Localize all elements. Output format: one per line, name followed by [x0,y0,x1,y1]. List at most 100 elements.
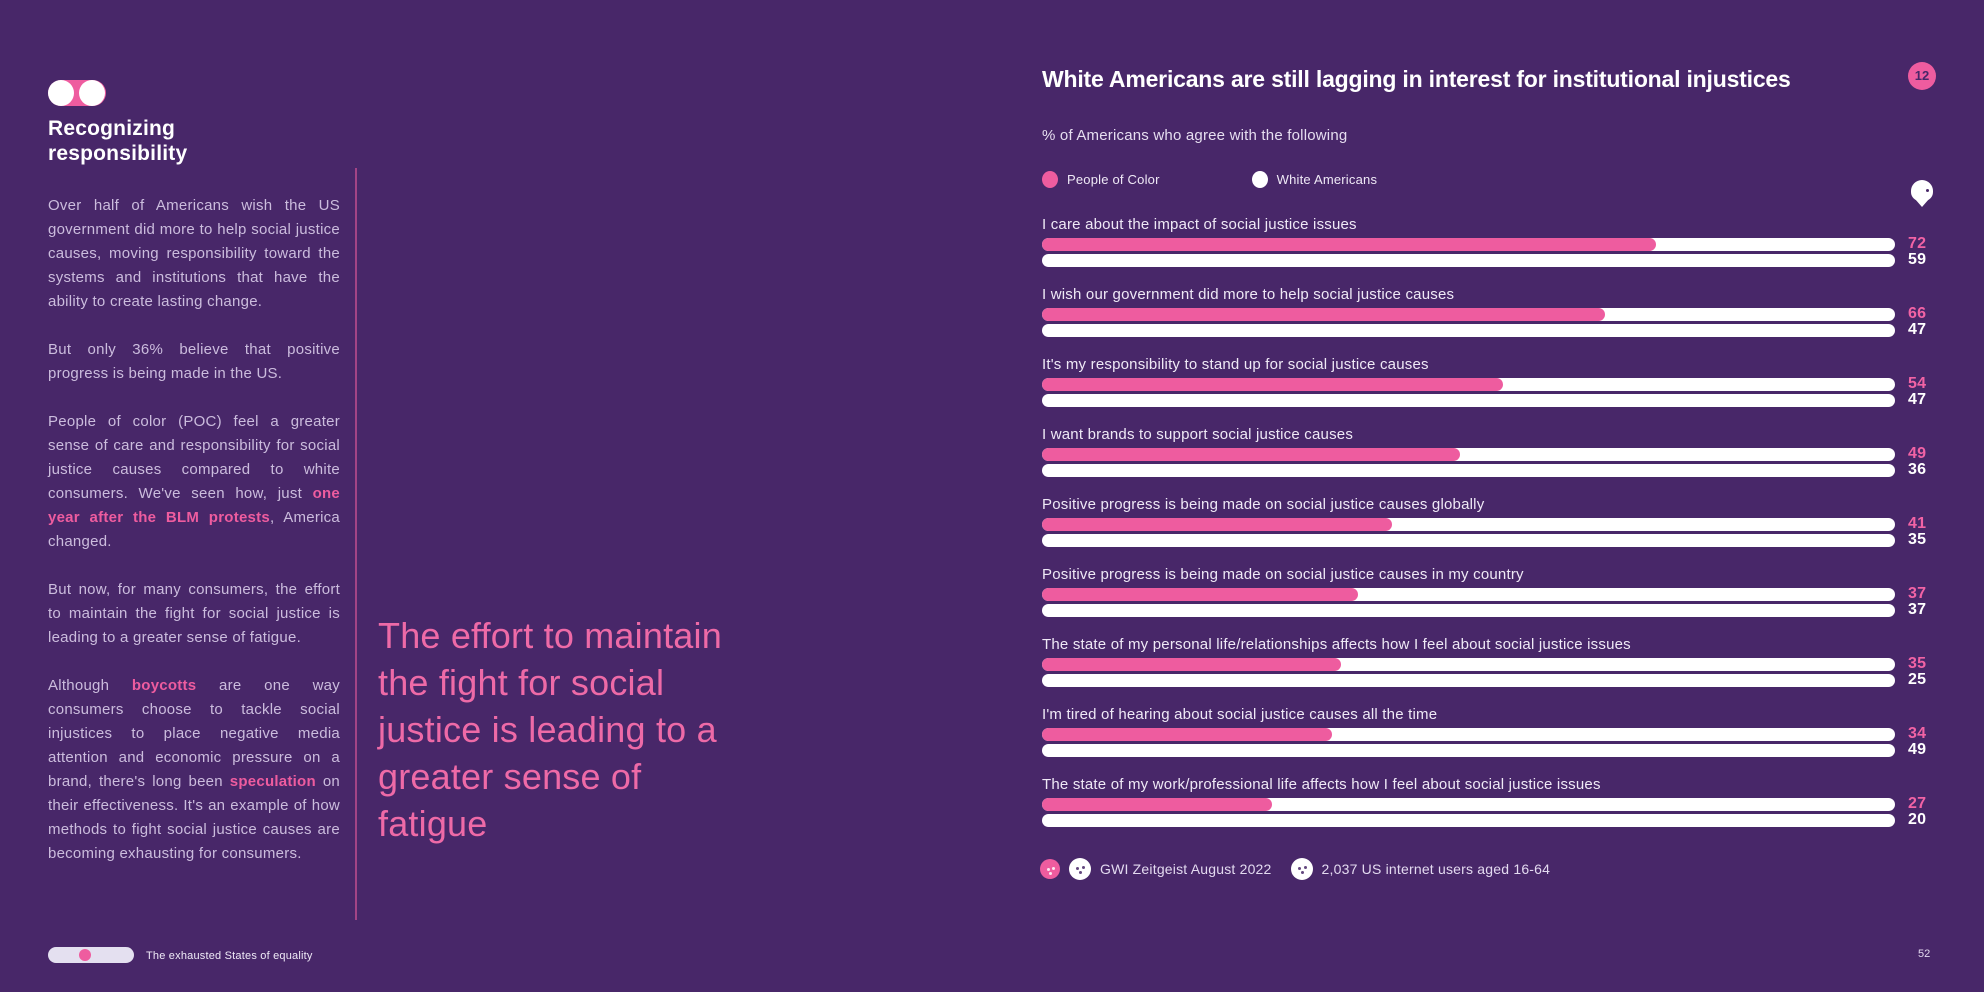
poc-value: 41 [1908,515,1927,532]
progress-pill [48,947,134,963]
white-bar [1042,254,1895,267]
legend-item: People of Color [1042,171,1160,188]
paragraph: But only 36% believe that positive progr… [48,338,340,386]
row-label: The state of my personal life/relationsh… [1042,636,1631,653]
column-divider [355,168,357,920]
report-title: The exhausted States of equality [146,950,313,962]
legend-dot-icon [1251,171,1268,188]
white-value: 49 [1908,741,1927,758]
row-label: I wish our government did more to help s… [1042,286,1455,303]
legend-item: White Americans [1251,171,1378,188]
paragraph: But now, for many consumers, the effort … [48,578,340,650]
poc-bar [1042,518,1392,531]
poc-value: 49 [1908,445,1927,462]
section-heading: Recognizing responsibility [48,117,188,165]
pencil-icon [1911,180,1933,207]
legend-dot-icon [1042,171,1058,188]
white-value: 20 [1908,811,1927,828]
highlight-link[interactable]: one year after the BLM protests [48,485,340,526]
white-bar [1042,814,1895,827]
poc-bar [1042,798,1273,811]
logo-dot-right [79,80,105,106]
chart-row: I care about the impact of social justic… [1042,216,1942,274]
poc-bar [1042,238,1657,251]
chapter-badge: 12 [1908,62,1936,90]
source-study: GWI Zeitgeist August 2022 [1100,861,1272,877]
gwi-mark-icon [1040,859,1060,879]
white-value: 59 [1908,251,1927,268]
chart-row: I want brands to support social justice … [1042,426,1942,484]
left-paragraphs: Over half of Americans wish the US gover… [48,194,340,890]
highlight-link[interactable]: boycotts [131,677,197,694]
highlight-link[interactable]: speculation [229,773,316,790]
source-line: GWI Zeitgeist August 2022 2,037 US inter… [1040,858,1560,880]
text-run: are one way consumers choose to tackle s… [48,677,340,790]
text-run: on their effectiveness. It's an example … [48,773,341,862]
white-bar [1042,464,1895,477]
white-bar [1042,324,1895,337]
text-run: But now, for many consumers, the effort … [48,581,340,646]
white-bar [1042,534,1895,547]
poc-bar [1042,448,1460,461]
row-label: Positive progress is being made on socia… [1042,496,1485,513]
white-value: 47 [1908,321,1927,338]
row-label: I'm tired of hearing about social justic… [1042,706,1438,723]
poc-bar-track [1042,518,1895,531]
text-run: But only 36% believe that positive progr… [48,341,340,382]
text-run: People of color (POC) feel a greater sen… [48,413,340,502]
pull-quote: The effort to maintain the fight for soc… [378,615,722,844]
poc-bar [1042,728,1333,741]
poc-value: 27 [1908,795,1927,812]
chart-subtitle: % of Americans who agree with the follow… [1042,127,1348,144]
poc-bar-track [1042,238,1895,251]
logo-dot-left [48,80,74,106]
chart-row: The state of my personal life/relationsh… [1042,636,1942,694]
poc-bar [1042,658,1341,671]
poc-value: 54 [1908,375,1927,392]
poc-bar-track [1042,798,1895,811]
poc-bar-track [1042,728,1895,741]
chart-row: Positive progress is being made on socia… [1042,496,1942,554]
poc-value: 72 [1908,235,1927,252]
row-label: It's my responsibility to stand up for s… [1042,356,1429,373]
poc-bar [1042,378,1503,391]
chart-row: Positive progress is being made on socia… [1042,566,1942,624]
legend-label: White Americans [1276,172,1378,187]
poc-bar [1042,308,1605,321]
text-run: , America changed. [48,509,340,550]
row-label: Positive progress is being made on socia… [1042,566,1524,583]
row-label: The state of my work/professional life a… [1042,776,1601,793]
poc-bar-track [1042,308,1895,321]
poc-bar-track [1042,378,1895,391]
white-bar [1042,744,1895,757]
poc-value: 37 [1908,585,1927,602]
white-bar [1042,604,1895,617]
paragraph: Over half of Americans wish the US gover… [48,194,340,314]
white-bar [1042,394,1895,407]
paragraph: Although boycotts are one way consumers … [48,674,340,866]
chart-row: I wish our government did more to help s… [1042,286,1942,344]
poc-value: 34 [1908,725,1927,742]
poc-bar-track [1042,448,1895,461]
poc-value: 35 [1908,655,1927,672]
audience-icon [1290,858,1313,880]
white-value: 25 [1908,671,1927,688]
poc-value: 66 [1908,305,1927,322]
paragraph: People of color (POC) feel a greater sen… [48,410,340,554]
text-run: Although [48,677,132,694]
globe-icon [1069,858,1091,880]
source-audience: 2,037 US internet users aged 16-64 [1321,861,1551,877]
chart-row: The state of my work/professional life a… [1042,776,1942,834]
chart-row: It's my responsibility to stand up for s… [1042,356,1942,414]
white-value: 47 [1908,391,1927,408]
chart-title: White Americans are still lagging in int… [1042,66,1791,92]
white-value: 35 [1908,531,1927,548]
poc-bar-track [1042,588,1895,601]
chart-legend: People of Color White Americans [1042,171,1377,188]
legend-label: People of Color [1067,172,1160,187]
white-value: 37 [1908,601,1927,618]
progress-dot [79,949,91,961]
chart-row: I'm tired of hearing about social justic… [1042,706,1942,764]
white-value: 36 [1908,461,1927,478]
